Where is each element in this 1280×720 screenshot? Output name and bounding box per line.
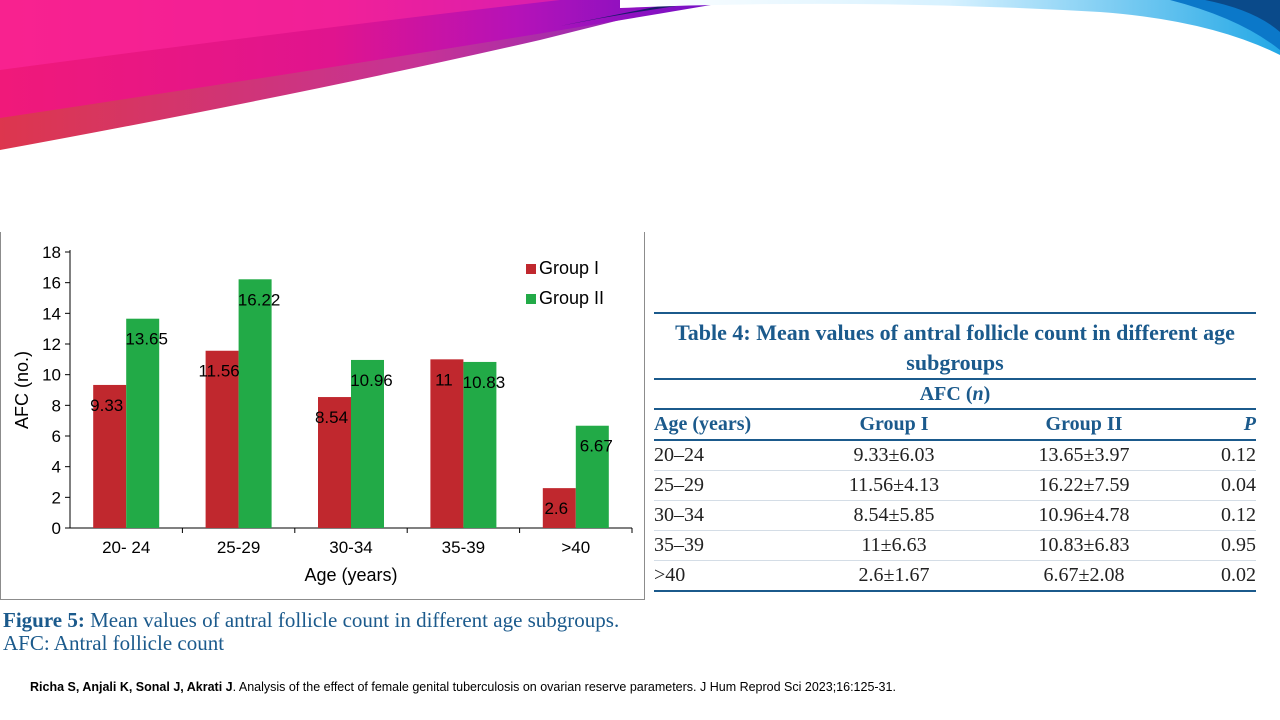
table-cell: 0.02 — [1221, 564, 1256, 586]
bar-group1 — [205, 350, 239, 528]
table-cell: 2.6±1.67 — [858, 564, 930, 586]
table-cell: 0.12 — [1221, 504, 1256, 526]
data-label: 16.22 — [238, 290, 281, 309]
afc-bar-chart: 0 2 4 6 8 10 12 14 16 18 20- 24 9.33 13.65 25-29 11.56… — [12, 243, 633, 585]
subheader-n: n — [972, 383, 984, 405]
bar-group2 — [463, 361, 497, 528]
table-cell: 6.67±2.08 — [1043, 564, 1125, 586]
table-row: >40 2.6±1.67 6.67±2.08 0.02 — [654, 561, 1256, 592]
data-label: 8.54 — [315, 408, 348, 427]
citation-text: . Analysis of the effect of female genit… — [232, 680, 896, 694]
table-cell: >40 — [654, 564, 686, 586]
table-cell: 10.83±6.83 — [1038, 534, 1130, 556]
table-cell: 35–39 — [654, 534, 704, 556]
table-cell: 16.22±7.59 — [1038, 474, 1130, 496]
y-tick-label: 2 — [52, 488, 61, 507]
legend-label: Group II — [539, 288, 604, 308]
table-cell: 10.96±4.78 — [1038, 504, 1130, 526]
table-cell: 9.33±6.03 — [853, 444, 935, 466]
legend-label: Group I — [539, 258, 599, 278]
table-cell: 8.54±5.85 — [853, 504, 935, 526]
data-label: 11.56 — [198, 362, 239, 381]
y-tick-label: 6 — [52, 427, 61, 446]
table-header-p: P — [1243, 413, 1256, 435]
chart-frame — [0, 232, 645, 600]
table-header-row: Age (years) Group I Group II P — [654, 410, 1256, 441]
table-cell: 25–29 — [654, 474, 704, 496]
table-header-group2: Group II — [1045, 413, 1123, 435]
figure-label: Figure 5: — [3, 608, 85, 632]
data-label: 2.6 — [544, 499, 568, 518]
legend-swatch — [526, 264, 536, 274]
y-tick-label: 14 — [42, 304, 61, 323]
bar-group2 — [351, 359, 384, 528]
x-tick-label: 30-34 — [329, 538, 372, 557]
table-row: 25–29 11.56±4.13 16.22±7.59 0.04 — [654, 471, 1256, 501]
y-tick-label: 8 — [52, 396, 61, 415]
x-tick-label: 20- 24 — [102, 538, 150, 557]
bar-group1 — [542, 488, 576, 528]
data-label: 11 — [435, 370, 453, 389]
table-cell: 0.95 — [1221, 534, 1256, 556]
data-label: 9.33 — [90, 396, 123, 415]
bar-group2 — [126, 318, 160, 528]
figure-caption-text: Mean values of antral follicle count in … — [84, 608, 620, 632]
table-title: Table 4: Mean values of antral follicle … — [654, 312, 1256, 380]
data-label: 10.83 — [463, 373, 506, 392]
table-cell: 30–34 — [654, 504, 704, 526]
data-label: 13.65 — [125, 330, 168, 349]
x-tick-label: 35-39 — [442, 538, 485, 557]
table-cell: 11±6.63 — [861, 534, 927, 556]
table-subheader: AFC (n) — [654, 380, 1256, 410]
x-tick-label: 25-29 — [217, 538, 260, 557]
bar-group1 — [93, 384, 127, 528]
table-cell: 13.65±3.97 — [1038, 444, 1130, 466]
table-row: 30–34 8.54±5.85 10.96±4.78 0.12 — [654, 501, 1256, 531]
data-label: 10.96 — [350, 371, 393, 390]
figure-caption-line2: AFC: Antral follicle count — [3, 631, 225, 655]
y-tick-label: 18 — [42, 243, 61, 262]
bar-group2 — [575, 425, 609, 528]
legend-swatch — [526, 294, 536, 304]
citation-authors: Richa S, Anjali K, Sonal J, Akrati J — [30, 680, 233, 694]
table-cell: 20–24 — [654, 444, 704, 466]
table-header-age: Age (years) — [654, 413, 752, 435]
decorative-banner — [0, 0, 1280, 150]
citation: Richa S, Anjali K, Sonal J, Akrati J. An… — [30, 680, 896, 694]
table-cell: 0.04 — [1221, 474, 1256, 496]
table-header-group1: Group I — [859, 413, 929, 435]
y-tick-label: 0 — [52, 519, 61, 538]
y-tick-label: 10 — [42, 366, 61, 385]
table-row: 20–24 9.33±6.03 13.65±3.97 0.12 — [654, 441, 1256, 471]
table-cell: 0.12 — [1221, 444, 1256, 466]
data-label: 6.67 — [580, 437, 613, 456]
figure-caption: Figure 5: Mean values of antral follicle… — [3, 609, 619, 655]
bar-group1 — [430, 359, 464, 528]
table-row: 35–39 11±6.63 10.83±6.83 0.95 — [654, 531, 1256, 561]
bar-group2 — [238, 279, 272, 528]
x-axis-title: Age (years) — [304, 565, 397, 585]
afc-table: Table 4: Mean values of antral follicle … — [654, 312, 1256, 592]
y-tick-label: 12 — [42, 335, 61, 354]
bar-group1 — [318, 397, 351, 528]
table-cell: 11.56±4.13 — [848, 474, 940, 496]
y-tick-label: 16 — [42, 274, 61, 293]
x-tick-label: >40 — [561, 538, 590, 557]
y-axis-title: AFC (no.) — [12, 351, 32, 429]
y-tick-label: 4 — [52, 458, 61, 477]
